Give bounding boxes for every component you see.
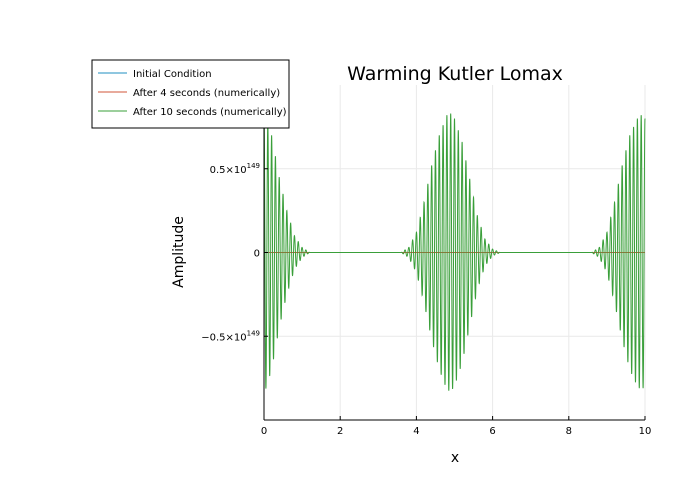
legend-label: Initial Condition [133, 69, 212, 80]
series-line-2 [263, 110, 646, 391]
legend-label: After 10 seconds (numerically) [133, 107, 287, 118]
legend-label: After 4 seconds (numerically) [133, 88, 280, 99]
chart-title: Warming Kutler Lomax [347, 63, 563, 85]
y-ticks: −0.5×10149 0 0.5×10149 [201, 162, 268, 343]
legend-box [91, 59, 290, 129]
y-axis-label: Amplitude [171, 216, 187, 288]
legend: Initial Condition After 4 seconds (numeri… [91, 59, 290, 129]
x-ticks: 0 2 4 6 8 10 [261, 416, 652, 437]
x-axis-label: x [451, 450, 459, 466]
y-tick-label: 0.5×10149 [210, 162, 260, 176]
y-tick-label: 0 [254, 249, 260, 260]
x-tick-label: 2 [337, 426, 343, 437]
x-tick-label: 8 [566, 426, 572, 437]
y-tick-label: −0.5×10149 [201, 329, 260, 343]
x-tick-label: 4 [413, 426, 419, 437]
x-tick-label: 10 [639, 426, 652, 437]
x-tick-label: 6 [489, 426, 495, 437]
series-layer [263, 110, 646, 391]
x-tick-label: 0 [261, 426, 267, 437]
